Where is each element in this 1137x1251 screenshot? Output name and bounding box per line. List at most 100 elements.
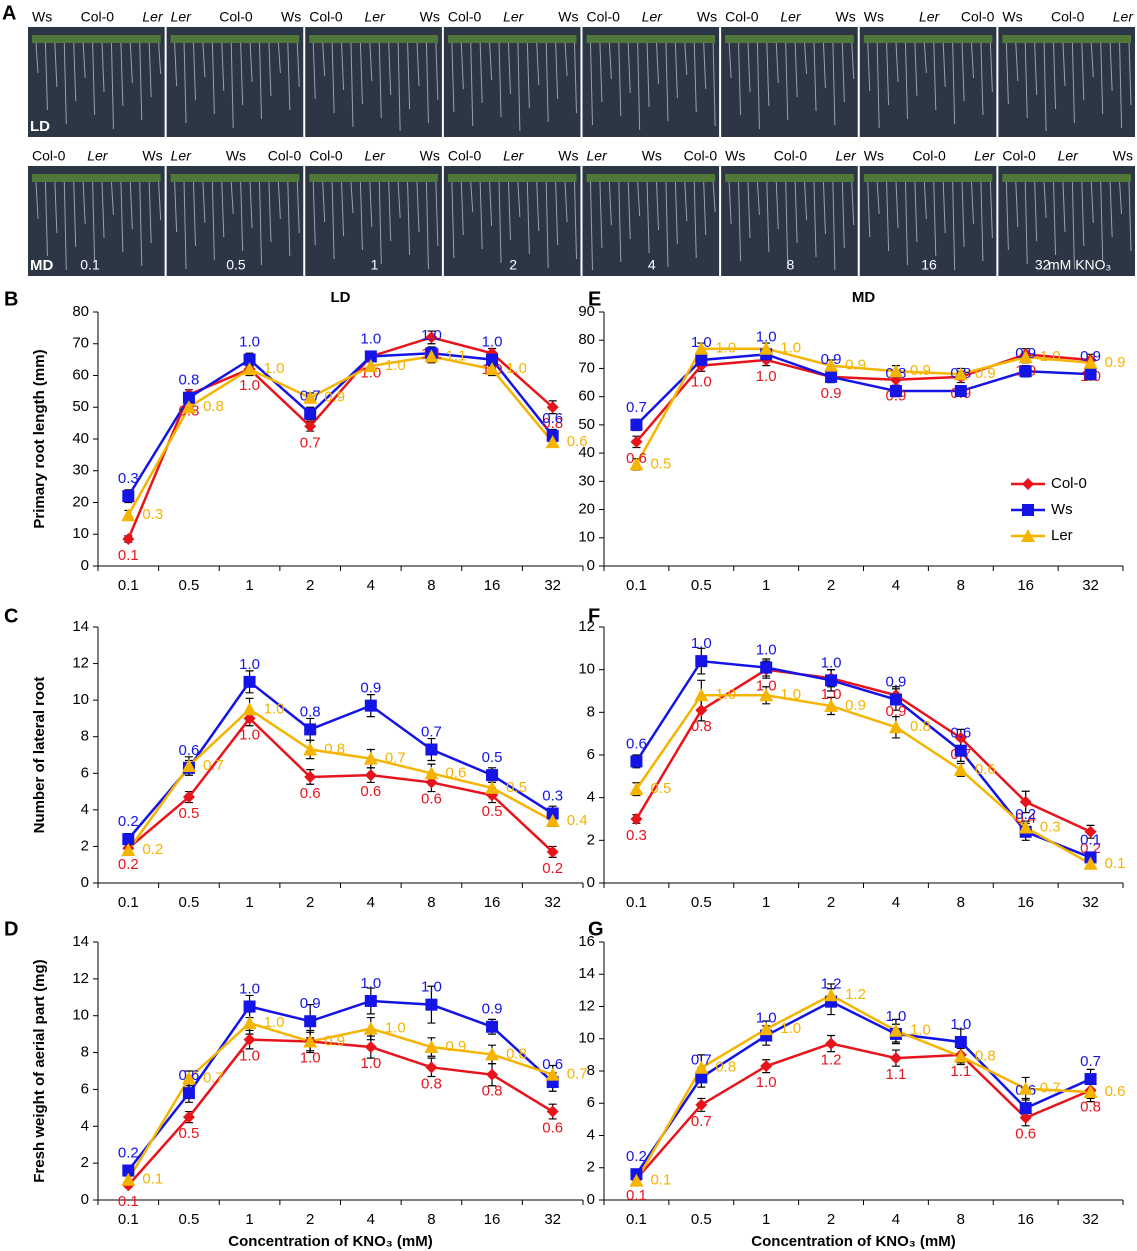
seedling-band [1002,35,1131,43]
x-tick-label: 16 [1017,577,1034,594]
marker [304,1015,316,1027]
y-tick-label: 4 [587,1126,595,1143]
x-tick-label: 0.5 [179,894,200,911]
panel-letter: C [4,605,18,627]
ratio-label: 0.6 [421,790,442,807]
marker [825,371,837,383]
marker [365,995,377,1007]
ratio-label: 0.9 [886,703,907,720]
y-tick-label: 2 [587,1159,595,1176]
ratio-label: 0.6 [542,1120,563,1137]
y-tick-label: 0 [587,557,595,574]
y-tick-label: 6 [81,764,89,781]
ratio-label: 0.7 [691,1113,712,1130]
y-tick-label: 80 [72,303,89,320]
ratio-label: 1.0 [780,340,801,357]
genotype-label: Col-0 [448,9,482,25]
x-tick-label: 2 [306,577,314,594]
y-tick-label: 20 [578,501,595,518]
unit-label: mM KNO₃ [1048,257,1111,273]
ratio-label: 0.5 [179,1125,200,1142]
ratio-label: 0.6 [626,735,647,752]
y-tick-label: 30 [578,472,595,489]
genotype-label: Col-0 [81,9,115,25]
ratio-label: 0.9 [910,362,931,379]
y-tick-label: 4 [587,789,595,806]
y-tick-label: 12 [72,655,89,672]
ratio-label: 1.0 [1040,348,1061,365]
y-tick-label: 10 [72,691,89,708]
x-tick-label: 8 [427,1211,435,1228]
ratio-label: 0.5 [179,805,200,822]
genotype-label: Ler [1058,148,1080,164]
marker [890,1052,902,1064]
x-tick-label: 2 [827,1211,835,1228]
seedling-band [587,174,716,182]
marker [695,704,707,716]
ratio-label: 0.5 [506,779,527,796]
ratio-label: 0.2 [1015,806,1036,823]
genotype-label: Ler [503,148,525,164]
ratio-label: 1.0 [360,330,381,347]
x-tick-label: 2 [827,894,835,911]
ratio-label: 1.0 [756,1074,777,1091]
ratio-label: 1.0 [239,726,260,743]
ratio-label: 0.8 [910,718,931,735]
ratio-label: 1.1 [950,1063,971,1080]
y-tick-label: 40 [578,444,595,461]
x-axis-title: Concentration of KNO₃ (mM) [751,1233,955,1250]
ratio-label: 0.6 [542,410,563,427]
ratio-label: 0.3 [626,827,647,844]
ratio-label: 1.0 [691,374,712,391]
legend-label: Col-0 [1051,475,1087,492]
y-tick-label: 16 [578,933,595,950]
series-line [128,1040,552,1186]
genotype-label: Ws [226,148,246,164]
ratio-label: 0.2 [626,1148,647,1165]
ratio-label: 1.0 [886,1008,907,1025]
ratio-label: 0.7 [203,1069,224,1086]
ratio-label: 0.8 [203,398,224,415]
genotype-label: Ws [32,9,52,25]
ratio-label: 0.8 [482,1083,503,1100]
ratio-label: 0.5 [482,749,503,766]
ratio-label: 1.0 [264,700,285,717]
genotype-label: Ws [864,148,884,164]
x-tick-label: 0.1 [118,577,139,594]
y-axis-title: Primary root length (mm) [31,349,48,528]
genotype-label: Ler [503,9,525,25]
seedling-band [864,35,993,43]
ratio-label: 1.0 [715,340,736,357]
marker [890,385,902,397]
genotype-label: Ler [364,148,386,164]
legend-label: Ws [1051,501,1073,518]
genotype-label: Ws [558,148,578,164]
x-tick-label: 8 [957,894,965,911]
marker [244,1001,256,1013]
ratio-label: 0.3 [1040,819,1061,836]
x-tick-label: 0.5 [179,577,200,594]
marker [955,385,967,397]
row-label: MD [30,257,53,274]
ratio-label: 1.0 [239,1048,260,1065]
y-tick-label: 60 [578,388,595,405]
y-tick-label: 10 [578,529,595,546]
ratio-label: 0.8 [975,1047,996,1064]
x-tick-label: 1 [245,894,253,911]
x-tick-label: 0.5 [691,1211,712,1228]
x-axis-title: Concentration of KNO₃ (mM) [228,1233,432,1250]
marker [121,508,135,521]
genotype-label: Col-0 [1002,148,1036,164]
ratio-label: 0.8 [179,372,200,389]
row-label: LD [30,118,50,135]
y-axis-title: Fresh weight of aerial part (mg) [31,959,48,1182]
genotype-label: Ler [780,9,802,25]
genotype-label: Ler [87,148,109,164]
ratio-label: 1.0 [239,656,260,673]
ratio-label: 0.7 [1080,1053,1101,1070]
genotype-label: Col-0 [268,148,302,164]
plate-photo [860,27,997,137]
ratio-label: 0.8 [691,718,712,735]
ratio-label: 0.1 [1080,831,1101,848]
y-tick-label: 12 [72,970,89,987]
